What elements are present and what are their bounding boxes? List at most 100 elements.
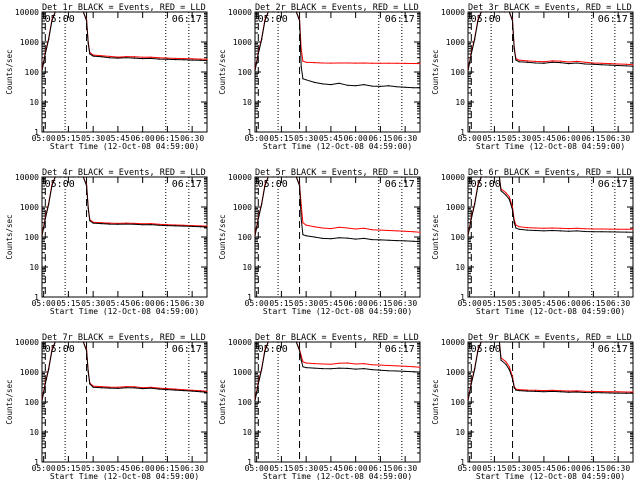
data-point-events xyxy=(59,341,61,343)
panel-title: Det 8r BLACK = Events, RED = LLD xyxy=(255,333,419,343)
data-point-events xyxy=(535,229,537,232)
data-point-lld xyxy=(142,387,144,389)
data-point-events xyxy=(44,218,46,220)
data-point-events xyxy=(568,230,570,232)
data-point-events xyxy=(576,391,578,393)
data-point-events xyxy=(470,383,472,385)
data-point-events xyxy=(518,228,520,230)
y-axis-label: Counts/sec xyxy=(5,214,14,259)
x-tick-label: 05:15 xyxy=(482,134,506,143)
x-tick-label: 06:30 xyxy=(393,299,417,308)
data-point-lld xyxy=(388,229,390,232)
y-tick-label: 1 xyxy=(34,128,39,137)
data-point-lld xyxy=(355,228,357,230)
data-point-events xyxy=(290,176,292,178)
data-point-events xyxy=(625,231,628,233)
y-axis-label: Counts/sec xyxy=(218,214,227,259)
data-point-lld xyxy=(379,62,381,64)
data-point-events xyxy=(379,239,381,241)
data-point-events xyxy=(485,176,487,178)
data-point-events xyxy=(150,57,152,60)
data-point-events xyxy=(290,11,292,13)
data-point-events xyxy=(470,218,472,220)
data-point-events xyxy=(183,225,185,227)
data-point-lld xyxy=(158,387,160,389)
x-tick-label: 06:00 xyxy=(557,134,581,143)
x-tick-label: 06:15 xyxy=(155,299,179,308)
data-point-events xyxy=(67,341,69,343)
data-point-events xyxy=(632,392,634,394)
data-point-lld xyxy=(142,223,144,225)
y-tick-label: 10000 xyxy=(15,8,39,17)
data-point-events xyxy=(322,368,324,370)
y-tick-label: 10 xyxy=(29,263,39,272)
data-point-events xyxy=(467,235,469,237)
data-point-events xyxy=(133,57,135,59)
panel-title: Det 6r BLACK = Events, RED = LLD xyxy=(468,168,632,178)
data-point-events xyxy=(267,341,269,343)
data-point-lld xyxy=(584,61,586,63)
data-point-events xyxy=(609,392,611,394)
data-point-lld xyxy=(559,390,562,392)
data-point-events xyxy=(371,85,373,87)
x-tick-label: 06:00 xyxy=(131,299,155,308)
end-marker-label: 06:17 xyxy=(172,179,202,190)
y-tick-label: 1 xyxy=(247,128,252,137)
x-tick-label: 06:00 xyxy=(344,134,368,143)
x-axis-label: Start Time (12-Oct-08 04:59:00) xyxy=(50,307,199,316)
data-point-events xyxy=(299,350,301,352)
y-tick-label: 1000 xyxy=(446,368,465,377)
data-point-lld xyxy=(158,57,160,59)
data-point-lld xyxy=(559,227,562,229)
y-tick-label: 100 xyxy=(25,398,40,407)
data-point-events xyxy=(86,185,88,187)
data-point-lld xyxy=(355,62,357,64)
data-point-events xyxy=(267,11,269,13)
data-point-events xyxy=(175,59,177,61)
data-point-events xyxy=(82,176,84,178)
y-tick-label: 1 xyxy=(34,458,39,467)
y-tick-label: 10 xyxy=(29,98,39,107)
data-point-events xyxy=(470,53,472,55)
data-point-lld xyxy=(346,62,348,64)
data-point-lld xyxy=(568,61,570,63)
data-point-events xyxy=(592,231,595,233)
data-point-events xyxy=(346,84,348,86)
x-tick-label: 05:00 xyxy=(458,299,482,308)
data-point-events xyxy=(51,20,53,22)
plot-frame xyxy=(467,11,634,133)
data-point-lld xyxy=(150,223,152,225)
data-point-events xyxy=(412,371,414,373)
plot-frame xyxy=(254,11,421,133)
data-point-events xyxy=(150,224,152,226)
data-point-events xyxy=(617,392,619,394)
data-point-events xyxy=(404,370,406,372)
data-point-events xyxy=(330,84,332,86)
data-point-events xyxy=(503,11,505,13)
data-point-events xyxy=(543,230,545,232)
data-point-lld xyxy=(150,56,152,58)
data-point-events xyxy=(592,63,595,65)
y-tick-label: 1000 xyxy=(233,38,252,47)
data-point-events xyxy=(601,231,603,233)
data-point-lld xyxy=(576,227,578,229)
data-point-lld xyxy=(404,365,406,367)
data-point-lld xyxy=(322,363,324,365)
data-point-events xyxy=(295,341,297,343)
x-tick-label: 05:30 xyxy=(294,134,318,143)
data-point-events xyxy=(609,231,611,233)
data-point-events xyxy=(419,87,421,89)
data-point-events xyxy=(313,367,315,369)
data-point-events xyxy=(338,82,340,84)
data-point-events xyxy=(150,387,152,389)
data-point-lld xyxy=(559,60,562,62)
data-point-events xyxy=(254,400,256,402)
data-point-events xyxy=(285,341,287,343)
data-point-events xyxy=(142,388,144,390)
data-point-lld xyxy=(109,55,111,58)
data-point-events xyxy=(272,341,274,343)
data-point-events xyxy=(67,11,69,13)
data-point-events xyxy=(346,237,348,239)
data-point-events xyxy=(477,185,479,187)
end-marker-label: 06:17 xyxy=(598,344,628,355)
